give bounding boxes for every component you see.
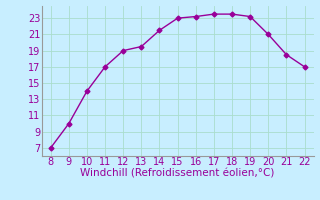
X-axis label: Windchill (Refroidissement éolien,°C): Windchill (Refroidissement éolien,°C) <box>80 169 275 179</box>
